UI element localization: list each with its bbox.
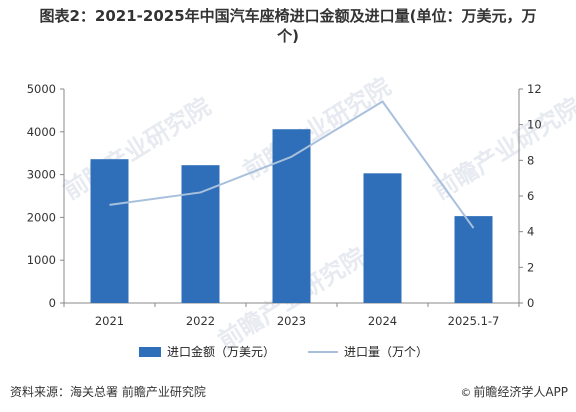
chart-title-line2: 个): [277, 27, 299, 45]
source-note: 资料来源：海关总署 前瞻产业研究院: [10, 385, 206, 399]
left-axis-tick-label: 3000: [27, 168, 56, 182]
brand-label: 前瞻经济学人APP: [473, 385, 568, 399]
left-axis-tick-label: 2000: [27, 210, 56, 224]
bar: [181, 165, 220, 303]
brand-credit: © 前瞻经济学人APP: [460, 383, 568, 400]
chart-title: 图表2：2021-2025年中国汽车座椅进口金额及进口量(单位：万美元，万 个): [8, 6, 568, 46]
right-axis-tick-label: 4: [527, 225, 534, 239]
left-axis-tick-label: 1000: [27, 253, 56, 267]
right-axis-tick-label: 0: [527, 296, 534, 310]
axes: 0 1000 2000 3000 4000 5000 0 2 4 6 8 10 12: [27, 82, 542, 310]
legend-bar-label: 进口金额（万美元）: [167, 344, 275, 359]
legend-bar-swatch: [139, 347, 161, 357]
x-axis-ticks: 2021 2022 2023 2024 2025.1-7: [95, 314, 500, 328]
bar-series: [90, 129, 493, 303]
right-axis-tick-label: 10: [527, 118, 542, 132]
x-axis-tick-label: 2025.1-7: [448, 314, 500, 328]
watermark-text: 前瞻产业研究院: [428, 92, 576, 205]
legend: 进口金额（万美元） 进口量（万个）: [139, 344, 428, 359]
watermark-layer: 前瞻产业研究院前瞻产业研究院前瞻产业研究院前瞻产业研究院: [58, 72, 576, 355]
line-series: [109, 100, 475, 229]
left-axis-tick-label: 4000: [27, 125, 56, 139]
bar: [454, 216, 493, 303]
left-axis-tick-label: 5000: [27, 82, 56, 96]
bar: [90, 159, 129, 303]
x-axis-tick-label: 2023: [277, 314, 306, 328]
bar: [272, 129, 311, 303]
right-axis-tick-label: 8: [527, 153, 534, 167]
x-axis-tick-label: 2022: [186, 314, 215, 328]
x-axis-tick-label: 2024: [368, 314, 397, 328]
legend-line-label: 进口量（万个）: [344, 345, 428, 359]
copyright-icon: ©: [460, 386, 472, 399]
bar: [363, 173, 402, 303]
chart-title-line1: 图表2：2021-2025年中国汽车座椅进口金额及进口量(单位：万美元，万: [39, 7, 537, 25]
right-axis-tick-label: 2: [527, 260, 534, 274]
right-axis-tick-label: 12: [527, 82, 542, 96]
x-axis-tick-label: 2021: [95, 314, 124, 328]
right-axis-tick-label: 6: [527, 189, 534, 203]
left-axis-tick-label: 0: [49, 296, 56, 310]
